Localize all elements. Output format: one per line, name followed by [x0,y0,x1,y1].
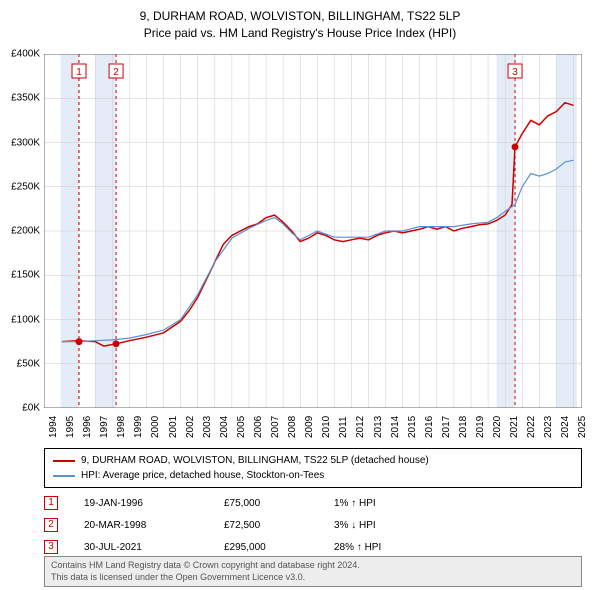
x-axis: 1994 1995 1996 1997 1998 1999 2000 2001 2002 2003… [44,410,582,450]
x-tick-label: 2012 [355,416,366,438]
sale-row: 3 30-JUL-2021£295,00028% ↑ HPI [44,536,582,558]
sale-delta: 28% ↑ HPI [334,542,582,553]
x-tick-label: 2009 [304,416,315,438]
x-tick-label: 2020 [492,416,503,438]
y-tick-label: £0K [22,403,40,414]
x-tick-label: 2023 [543,416,554,438]
chart-svg: 1 2 3 [44,54,582,408]
legend-row: HPI: Average price, detached house, Stoc… [53,468,573,483]
sale-price: £295,000 [224,542,334,553]
y-tick-label: £300K [11,137,40,148]
x-tick-label: 2000 [150,416,161,438]
x-tick-label: 2003 [202,416,213,438]
chart-plot-area: 1 2 3 [44,54,582,408]
legend-swatch [53,475,75,477]
x-tick-label: 2011 [338,416,349,438]
sale-date: 20-MAR-1998 [84,520,224,531]
x-tick-label: 2014 [390,416,401,438]
x-tick-label: 2010 [321,416,332,438]
sale-price: £72,500 [224,520,334,531]
sale-row: 2 20-MAR-1998£72,5003% ↓ HPI [44,514,582,536]
y-tick-label: £100K [11,314,40,325]
sale-marker-badge: 2 [44,518,58,532]
x-tick-label: 2008 [287,416,298,438]
svg-text:3: 3 [512,67,518,78]
x-tick-label: 2005 [236,416,247,438]
x-tick-label: 2001 [168,416,179,438]
title-line-1: 9, DURHAM ROAD, WOLVISTON, BILLINGHAM, T… [0,8,600,25]
y-axis: £0K£50K£100K£150K£200K£250K£300K£350K£40… [0,54,42,408]
footer-box: Contains HM Land Registry data © Crown c… [44,556,582,587]
x-tick-label: 1994 [48,416,59,438]
svg-text:1: 1 [76,67,82,78]
sale-date: 30-JUL-2021 [84,542,224,553]
sale-price: £75,000 [224,498,334,509]
sales-table: 1 19-JAN-1996£75,0001% ↑ HPI 2 20-MAR-1998£… [44,492,582,558]
y-tick-label: £150K [11,270,40,281]
x-tick-label: 2013 [373,416,384,438]
x-tick-label: 2007 [270,416,281,438]
x-tick-label: 2024 [560,416,571,438]
x-tick-label: 2017 [441,416,452,438]
x-tick-label: 1997 [99,416,110,438]
x-tick-label: 1995 [65,416,76,438]
footer-line-2: This data is licensed under the Open Gov… [51,572,575,584]
y-tick-label: £400K [11,49,40,60]
x-tick-label: 1996 [82,416,93,438]
x-tick-label: 2002 [185,416,196,438]
legend-row: 9, DURHAM ROAD, WOLVISTON, BILLINGHAM, T… [53,453,573,468]
x-tick-label: 2004 [219,416,230,438]
sale-marker-badge: 1 [44,496,58,510]
x-tick-label: 2015 [407,416,418,438]
legend-box: 9, DURHAM ROAD, WOLVISTON, BILLINGHAM, T… [44,448,582,488]
svg-text:2: 2 [113,67,119,78]
title-line-2: Price paid vs. HM Land Registry's House … [0,25,600,42]
sale-row: 1 19-JAN-1996£75,0001% ↑ HPI [44,492,582,514]
x-tick-label: 2019 [475,416,486,438]
x-tick-label: 2016 [424,416,435,438]
sale-delta: 3% ↓ HPI [334,520,582,531]
y-tick-label: £50K [17,358,40,369]
footer-line-1: Contains HM Land Registry data © Crown c… [51,560,575,572]
x-tick-label: 2025 [577,416,588,438]
x-tick-label: 1998 [116,416,127,438]
chart-container: 9, DURHAM ROAD, WOLVISTON, BILLINGHAM, T… [0,0,600,590]
y-tick-label: £200K [11,226,40,237]
sale-marker-badge: 3 [44,540,58,554]
sale-delta: 1% ↑ HPI [334,498,582,509]
x-tick-label: 1999 [133,416,144,438]
legend-label: 9, DURHAM ROAD, WOLVISTON, BILLINGHAM, T… [81,453,429,468]
legend-label: HPI: Average price, detached house, Stoc… [81,468,324,483]
x-tick-label: 2006 [253,416,264,438]
x-tick-label: 2022 [526,416,537,438]
x-tick-label: 2018 [458,416,469,438]
y-tick-label: £350K [11,93,40,104]
x-tick-label: 2021 [509,416,520,438]
y-tick-label: £250K [11,181,40,192]
sale-date: 19-JAN-1996 [84,498,224,509]
legend-swatch [53,460,75,462]
title-block: 9, DURHAM ROAD, WOLVISTON, BILLINGHAM, T… [0,0,600,42]
